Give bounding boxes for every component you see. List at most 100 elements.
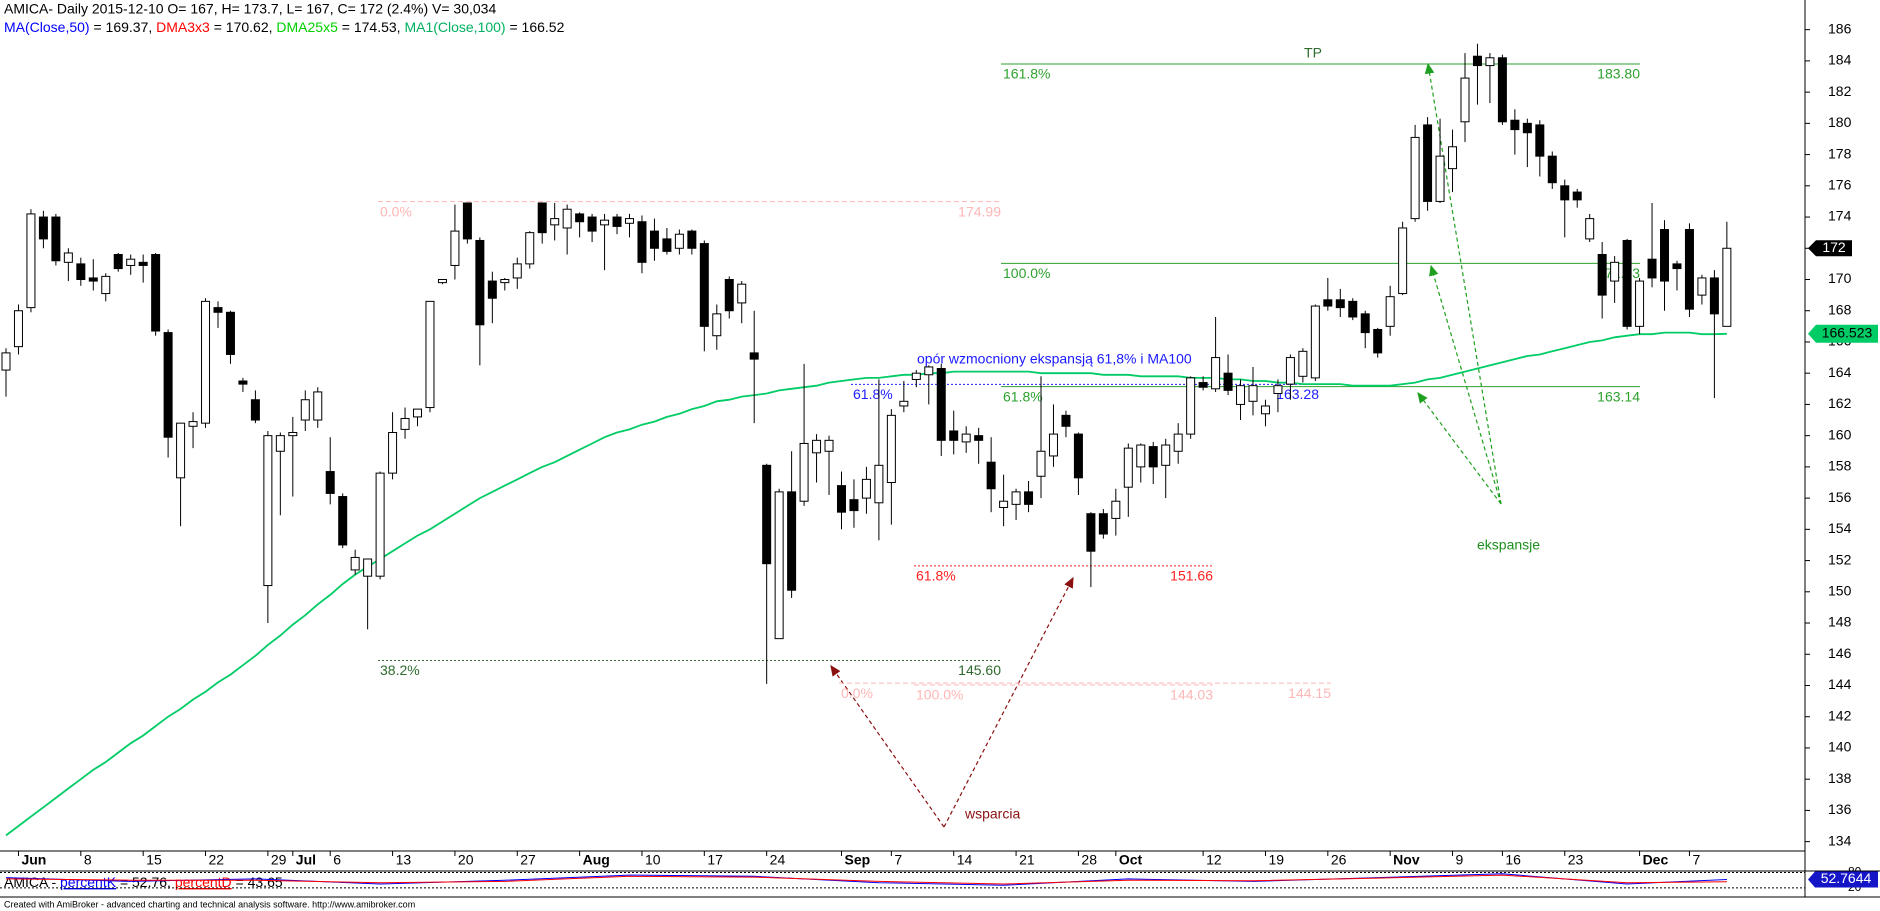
annotation-text: wsparcia [964, 806, 1020, 822]
fib-label: 100.0% [916, 687, 963, 703]
osc-readout: = 43.65 [232, 874, 283, 890]
x-tick-label: 13 [396, 852, 412, 868]
x-tick-label: 15 [146, 852, 162, 868]
fib-label: 0.0% [841, 685, 873, 701]
x-tick-label: 7 [894, 852, 902, 868]
candle-body [38, 216, 48, 240]
candle-body [1510, 119, 1520, 131]
candle-body [974, 435, 984, 441]
y-tick-label: 136 [1828, 801, 1852, 817]
candle-body [936, 368, 946, 441]
candle-body [649, 230, 659, 249]
indicator-name: DMA3x3 [156, 19, 210, 35]
candle-body [1547, 155, 1557, 184]
candle-body [388, 432, 398, 474]
candle-body [1460, 77, 1470, 123]
y-tick-label: 186 [1828, 20, 1852, 36]
fib-label: 61.8% [1003, 388, 1043, 404]
candle-body [799, 442, 809, 502]
candle-body [774, 491, 784, 640]
x-tick-label: 14 [957, 852, 973, 868]
indicator-name: DMA25x5 [276, 19, 338, 35]
fib-label: 61.8% [853, 386, 893, 402]
x-tick-label: 21 [1019, 852, 1035, 868]
candle-body [1223, 372, 1233, 391]
fib-value-label: 163.28 [1276, 386, 1319, 402]
candle-body [612, 216, 622, 227]
candle-body [1310, 305, 1320, 379]
ma-tag [1808, 324, 1878, 343]
y-tick-label: 150 [1828, 582, 1852, 598]
candle-body [1236, 385, 1246, 405]
candle-body [1435, 155, 1445, 202]
y-tick-label: 160 [1828, 426, 1852, 442]
indicator-value: = 170.62, [210, 19, 277, 35]
candle-body [699, 243, 709, 327]
candle-body [1348, 300, 1358, 318]
candle-body [1061, 414, 1071, 427]
annotation-text: TP [1304, 45, 1322, 61]
x-tick-label: Nov [1393, 852, 1420, 868]
candle-body [400, 417, 410, 430]
candle-body [363, 558, 373, 577]
candle-body [201, 300, 211, 424]
candle-body [1697, 277, 1707, 296]
candle-body [1036, 450, 1046, 477]
candle-body [1572, 191, 1582, 201]
candle-body [537, 202, 547, 234]
candle-body [325, 471, 335, 494]
candle-body [712, 313, 722, 337]
candle-body [250, 399, 260, 421]
x-tick-label: 12 [1206, 852, 1222, 868]
x-tick-label: 20 [458, 852, 474, 868]
y-tick-label: 184 [1828, 52, 1852, 68]
candle-body [1709, 277, 1719, 315]
x-tick-label: Oct [1119, 852, 1143, 868]
candle-body [1647, 258, 1657, 279]
candle-body [26, 213, 36, 309]
x-tick-label: 7 [1692, 852, 1700, 868]
x-tick-label: Jun [21, 852, 46, 868]
candle-body [213, 307, 223, 313]
x-tick-label: 27 [520, 852, 536, 868]
candle-body [437, 279, 447, 284]
chart-title: AMICA- Daily 2015-12-10 O= 167, H= 173.7… [4, 1, 496, 17]
x-tick-label: 17 [707, 852, 723, 868]
fib-value-label: 183.80 [1597, 66, 1640, 82]
y-tick-label: 182 [1828, 83, 1852, 99]
candle-body [88, 277, 98, 282]
candle-body [275, 435, 285, 452]
osc-readout: = 52.76, [116, 874, 175, 890]
candle-body [1560, 185, 1570, 201]
candle-body [163, 332, 173, 438]
candle-body [1, 352, 11, 371]
candle-body [637, 221, 647, 263]
fib-label: 61.8% [916, 568, 956, 584]
candle-body [487, 280, 497, 299]
candle-body [1148, 446, 1158, 468]
candle-body [500, 279, 510, 284]
fib-value-label: 151.66 [1170, 568, 1213, 584]
y-tick-label: 168 [1828, 301, 1852, 317]
candle-body [1522, 122, 1532, 134]
candle-body [225, 311, 235, 355]
fib-label: 0.0% [380, 203, 412, 219]
candle-body [662, 238, 672, 252]
candle-body [836, 485, 846, 513]
price-tag [1808, 240, 1852, 257]
candle-body [1610, 261, 1620, 282]
x-tick-label: 26 [1331, 852, 1347, 868]
candle-body [1248, 385, 1258, 402]
candle-body [1635, 280, 1645, 327]
x-tick-label: 8 [84, 852, 92, 868]
osc-series-name: percentD [175, 874, 232, 890]
x-tick-label: 28 [1081, 852, 1097, 868]
y-tick-label: 142 [1828, 707, 1852, 723]
indicator-value: = 169.37, [90, 19, 157, 35]
indicator-value: = 166.52 [506, 19, 565, 35]
candle-body [986, 461, 996, 490]
candle-body [550, 218, 560, 226]
footer: Created with AmiBroker - advanced charti… [4, 899, 415, 909]
candle-body [1398, 227, 1408, 295]
